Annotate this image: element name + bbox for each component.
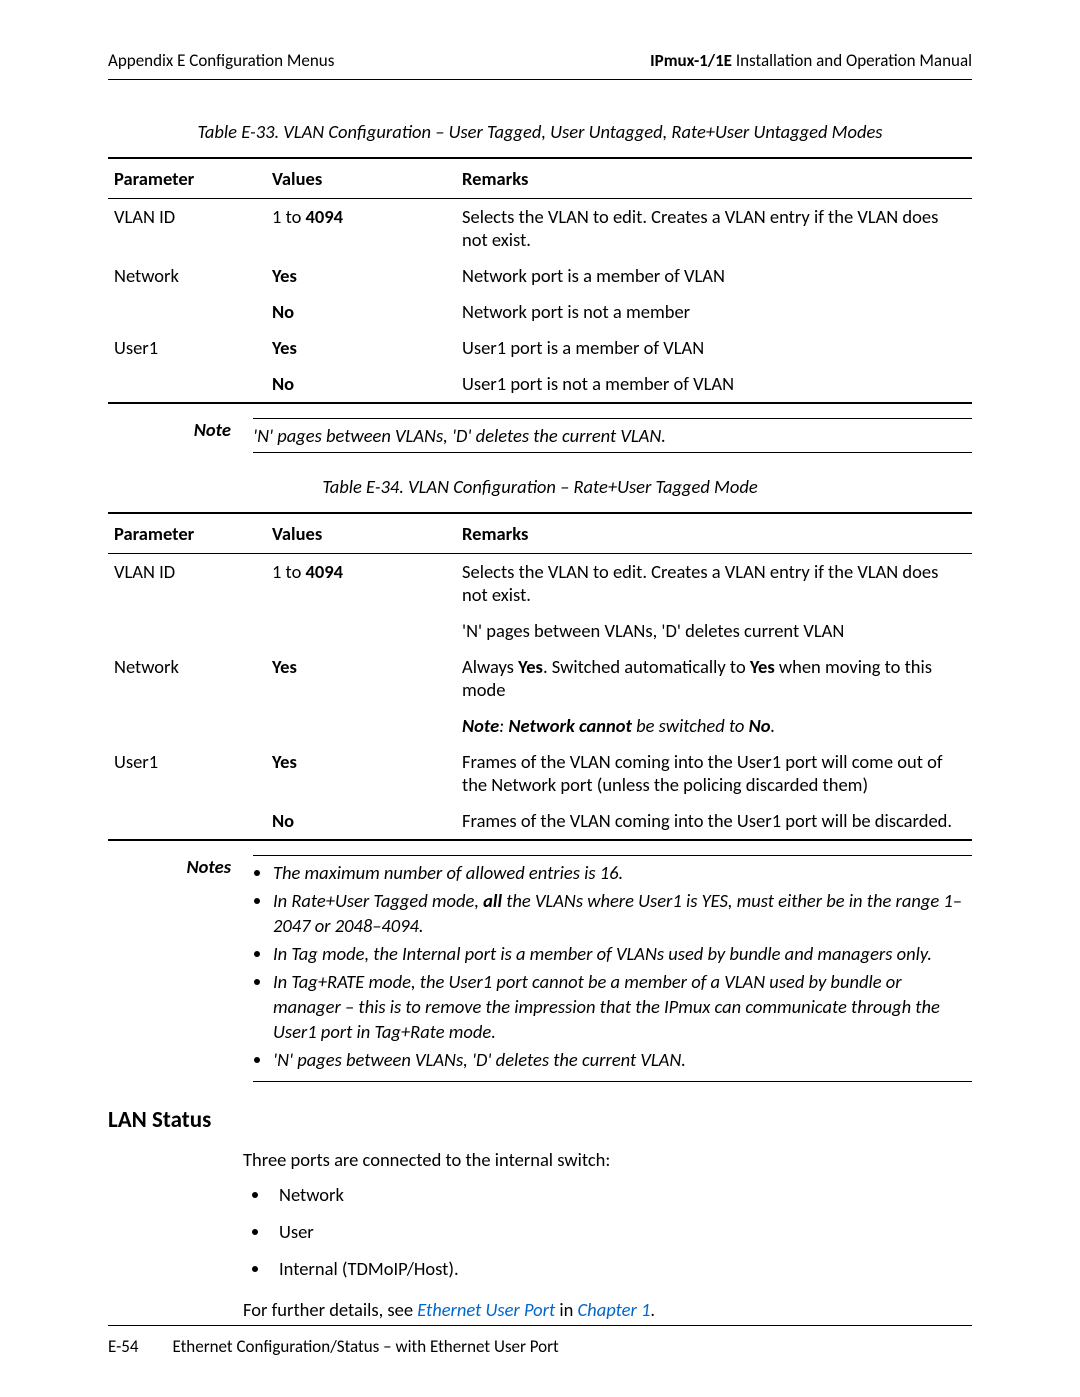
t33-r1-value: Yes: [266, 258, 456, 294]
t34-value: No: [266, 803, 456, 840]
table34: Parameter Values Remarks VLAN ID1 to 409…: [108, 512, 972, 841]
t33-r3-value: Yes: [266, 330, 456, 366]
t34-remark: Note: Network cannot be switched to No.: [456, 708, 972, 744]
t33-r4-param: [108, 366, 266, 403]
notes2: Notes The maximum number of allowed entr…: [108, 855, 972, 1082]
t34-param: VLAN ID: [108, 554, 266, 614]
notes2-body: The maximum number of allowed entries is…: [253, 855, 972, 1082]
section-title: LAN Status: [108, 1106, 972, 1134]
header-product: IPmux-1/1E: [650, 50, 732, 71]
t34-param: Network: [108, 649, 266, 708]
footer-page: E-54: [108, 1336, 139, 1357]
note1-label: Note: [108, 418, 253, 453]
t34-remark: Frames of the VLAN coming into the User1…: [456, 803, 972, 840]
t34-value: [266, 708, 456, 744]
section-outro: For further details, see Ethernet User P…: [243, 1298, 972, 1323]
table33-body: VLAN ID 1 to 4094 Selects the VLAN to ed…: [108, 199, 972, 404]
t33-r4-value: No: [266, 366, 456, 403]
table33-h0: Parameter: [108, 158, 266, 199]
t33-r2-param: [108, 294, 266, 330]
t34-value: [266, 613, 456, 649]
header-left: Appendix E Configuration Menus: [108, 50, 334, 71]
page-header: Appendix E Configuration Menus IPmux-1/1…: [108, 50, 972, 80]
table34-h2: Remarks: [456, 513, 972, 554]
section-list-item: Internal (TDMoIP/Host).: [271, 1257, 972, 1282]
t34-remark: 'N' pages between VLANs, 'D' deletes cur…: [456, 613, 972, 649]
table34-h1: Values: [266, 513, 456, 554]
notes2-label: Notes: [108, 855, 253, 1082]
section-intro: Three ports are connected to the interna…: [243, 1148, 972, 1173]
notes2-item: 'N' pages between VLANs, 'D' deletes the…: [273, 1048, 972, 1073]
t33-r3-param: User1: [108, 330, 266, 366]
section-list-item: Network: [271, 1183, 972, 1208]
link-chapter-1[interactable]: Chapter 1: [578, 1298, 651, 1321]
t34-remark: Always Yes. Switched automatically to Ye…: [456, 649, 972, 708]
page: Appendix E Configuration Menus IPmux-1/1…: [0, 0, 1080, 1397]
table33-caption: Table E-33. VLAN Configuration – User Ta…: [108, 120, 972, 143]
table33-h1: Values: [266, 158, 456, 199]
t34-value: Yes: [266, 744, 456, 803]
t33-r0-remark: Selects the VLAN to edit. Creates a VLAN…: [456, 199, 972, 259]
table34-h0: Parameter: [108, 513, 266, 554]
t34-remark: Selects the VLAN to edit. Creates a VLAN…: [456, 554, 972, 614]
section-list-item: User: [271, 1220, 972, 1245]
t33-r0-param: VLAN ID: [108, 199, 266, 259]
page-footer: E-54 Ethernet Configuration/Status – wit…: [108, 1325, 972, 1357]
notes2-item: In Tag mode, the Internal port is a memb…: [273, 942, 972, 967]
t34-value: Yes: [266, 649, 456, 708]
table33-h2: Remarks: [456, 158, 972, 199]
notes2-item: The maximum number of allowed entries is…: [273, 861, 972, 886]
link-ethernet-user-port[interactable]: Ethernet User Port: [417, 1298, 555, 1321]
t33-r1-remark: Network port is a member of VLAN: [456, 258, 972, 294]
header-right: IPmux-1/1E Installation and Operation Ma…: [650, 50, 972, 71]
t33-r4-remark: User1 port is not a member of VLAN: [456, 366, 972, 403]
table33: Parameter Values Remarks VLAN ID 1 to 40…: [108, 157, 972, 404]
t34-param: [108, 613, 266, 649]
t34-param: [108, 708, 266, 744]
header-rest: Installation and Operation Manual: [732, 50, 972, 71]
t33-r2-value: No: [266, 294, 456, 330]
section-list: Network User Internal (TDMoIP/Host).: [243, 1183, 972, 1282]
note1: Note 'N' pages between VLANs, 'D' delete…: [108, 418, 972, 453]
notes2-item: In Tag+RATE mode, the User1 port cannot …: [273, 970, 972, 1045]
t34-param: [108, 803, 266, 840]
footer-text: Ethernet Configuration/Status – with Eth…: [173, 1336, 559, 1357]
notes2-list: The maximum number of allowed entries is…: [253, 861, 972, 1073]
t33-r1-param: Network: [108, 258, 266, 294]
notes2-item: In Rate+User Tagged mode, all the VLANs …: [273, 889, 972, 939]
t33-r2-remark: Network port is not a member: [456, 294, 972, 330]
note1-text: 'N' pages between VLANs, 'D' deletes the…: [253, 418, 972, 453]
t33-r3-remark: User1 port is a member of VLAN: [456, 330, 972, 366]
section-body: Three ports are connected to the interna…: [243, 1148, 972, 1323]
table34-caption: Table E-34. VLAN Configuration – Rate+Us…: [108, 475, 972, 498]
t33-r0-value: 1 to 4094: [266, 199, 456, 259]
t34-param: User1: [108, 744, 266, 803]
t34-remark: Frames of the VLAN coming into the User1…: [456, 744, 972, 803]
t34-value: 1 to 4094: [266, 554, 456, 614]
table34-body: VLAN ID1 to 4094Selects the VLAN to edit…: [108, 554, 972, 841]
